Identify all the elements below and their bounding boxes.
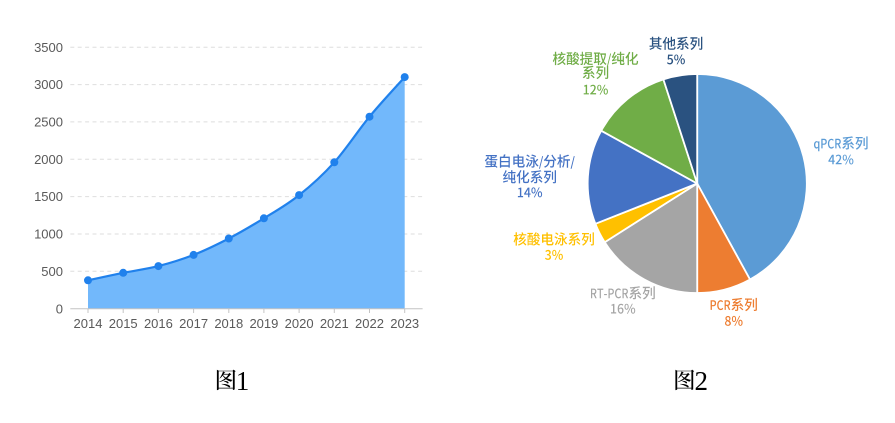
svg-text:2020: 2020 (285, 316, 314, 331)
svg-text:2022: 2022 (355, 316, 384, 331)
svg-text:2500: 2500 (34, 115, 63, 130)
svg-text:2015: 2015 (109, 316, 138, 331)
svg-text:500: 500 (41, 264, 63, 279)
svg-text:2000: 2000 (34, 152, 63, 167)
svg-text:2019: 2019 (249, 316, 278, 331)
svg-text:2017: 2017 (179, 316, 208, 331)
svg-text:2023: 2023 (390, 316, 419, 331)
svg-text:2014: 2014 (74, 316, 103, 331)
svg-text:2: 2 (694, 366, 708, 396)
svg-text:1: 1 (236, 366, 250, 396)
svg-text:2021: 2021 (320, 316, 349, 331)
svg-text:3000: 3000 (34, 77, 63, 92)
svg-text:0: 0 (56, 301, 63, 316)
svg-text:1500: 1500 (34, 189, 63, 204)
svg-text:2018: 2018 (214, 316, 243, 331)
svg-text:3500: 3500 (34, 40, 63, 55)
svg-text:2016: 2016 (144, 316, 173, 331)
svg-text:1000: 1000 (34, 227, 63, 242)
